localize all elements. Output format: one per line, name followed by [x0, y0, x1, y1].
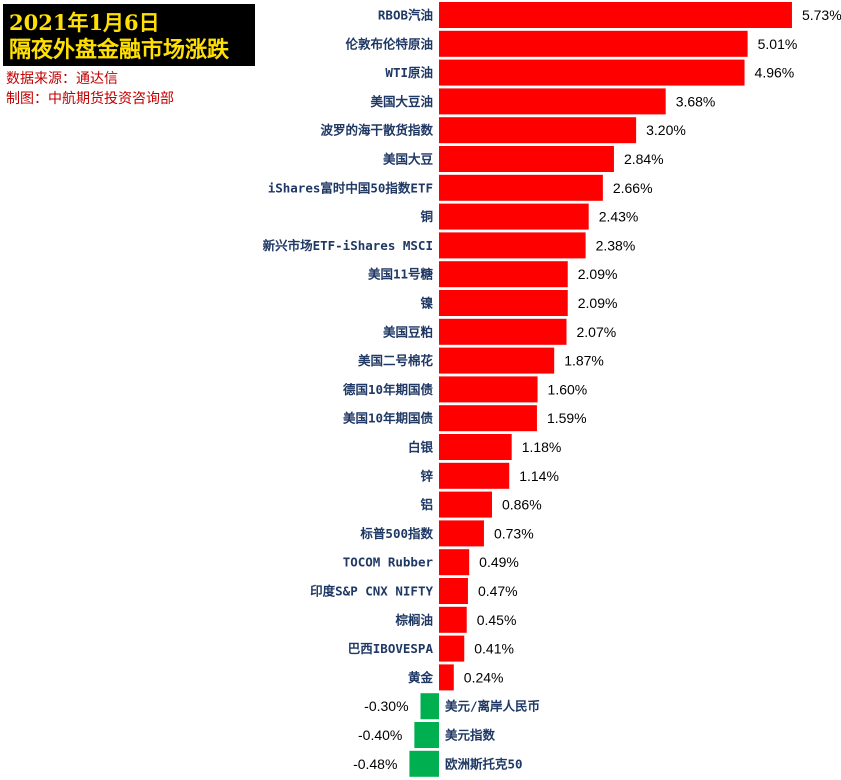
- category-label: 棕榈油: [394, 612, 433, 627]
- category-label: 巴西IBOVESPA: [348, 641, 434, 656]
- chart-credit: 制图：中航期货投资咨询部: [6, 91, 174, 107]
- category-label: 美国大豆: [383, 152, 434, 167]
- category-label: 镍: [420, 296, 433, 311]
- category-label: 美国大豆油: [370, 94, 433, 109]
- category-label: 白银: [408, 440, 434, 455]
- category-label: 锌: [420, 468, 433, 483]
- value-label: 0.45%: [477, 612, 517, 628]
- value-label: 2.84%: [624, 151, 664, 167]
- category-label: 欧洲斯托克50: [445, 756, 523, 771]
- value-label: 0.49%: [479, 554, 519, 570]
- value-label: 1.87%: [564, 353, 604, 369]
- bar: [439, 549, 470, 576]
- category-label: 美国10年期国债: [343, 411, 434, 426]
- bar: [439, 203, 589, 230]
- bar: [420, 693, 439, 720]
- category-label: TOCOM Rubber: [343, 555, 434, 570]
- bar: [439, 146, 614, 172]
- category-label: 伦敦布伦特原油: [345, 36, 433, 51]
- category-label: 德国10年期国债: [343, 382, 434, 397]
- bar: [439, 347, 555, 374]
- category-label: 新兴市场ETF-iShares MSCI: [263, 238, 433, 253]
- value-label: 2.66%: [613, 180, 653, 196]
- bar: [439, 318, 567, 345]
- data-source: 数据来源：通达信: [6, 71, 118, 87]
- category-label: WTI原油: [385, 65, 433, 80]
- value-label: 1.14%: [519, 468, 559, 484]
- value-label: -0.48%: [353, 756, 397, 772]
- value-label: 3.68%: [676, 93, 716, 109]
- chart-title-box: 2021年1月6日 隔夜外盘金融市场涨跌: [3, 4, 255, 66]
- category-label: iShares富时中国50指数ETF: [268, 180, 433, 195]
- category-label: 标普500指数: [359, 526, 433, 541]
- chart-title: 隔夜外盘金融市场涨跌: [9, 37, 230, 63]
- value-label: -0.40%: [358, 727, 402, 743]
- bar: [439, 664, 454, 691]
- category-label: 黄金: [408, 670, 434, 685]
- category-label: 美国二号棉花: [358, 353, 434, 368]
- bar: [439, 606, 467, 633]
- bar: [409, 750, 439, 777]
- value-label: 0.47%: [478, 583, 518, 599]
- bar: [439, 462, 510, 489]
- category-label: 美国豆粕: [383, 324, 433, 339]
- bar: [414, 722, 439, 748]
- category-label: 美元指数: [445, 728, 496, 743]
- bar: [439, 232, 586, 259]
- value-label: 5.01%: [758, 36, 798, 52]
- value-label: -0.30%: [364, 698, 408, 714]
- value-label: 2.09%: [578, 266, 618, 282]
- value-label: 2.38%: [596, 237, 636, 253]
- category-label: RBOB汽油: [378, 8, 433, 23]
- bar: [439, 578, 468, 604]
- value-label: 0.73%: [494, 525, 534, 541]
- category-label: 美国11号糖: [368, 267, 434, 282]
- bar: [439, 491, 492, 518]
- bar: [439, 30, 748, 57]
- value-label: 1.59%: [547, 410, 587, 426]
- value-label: 2.07%: [577, 324, 617, 340]
- bar: [439, 59, 745, 86]
- value-label: 3.20%: [646, 122, 686, 138]
- bar: [439, 434, 512, 460]
- value-label: 0.41%: [474, 641, 514, 657]
- chart-date: 2021年1月6日: [9, 10, 160, 35]
- value-label: 1.18%: [522, 439, 562, 455]
- value-label: 1.60%: [548, 381, 588, 397]
- bar: [439, 405, 537, 432]
- bar: [439, 376, 538, 403]
- bar: [439, 88, 666, 115]
- bar: [439, 290, 568, 316]
- category-label: 波罗的海干散货指数: [320, 123, 433, 138]
- bar: [439, 174, 603, 201]
- value-label: 2.43%: [599, 209, 639, 225]
- value-label: 2.09%: [578, 295, 618, 311]
- category-label: 印度S&P CNX NIFTY: [310, 584, 433, 599]
- bar: [439, 117, 637, 144]
- category-label: 铜: [420, 209, 433, 224]
- category-label: 美元/离岸人民币: [445, 699, 540, 714]
- value-label: 5.73%: [802, 7, 841, 23]
- value-label: 4.96%: [755, 65, 795, 81]
- bar: [439, 261, 568, 288]
- bar: [439, 635, 465, 662]
- value-label: 0.24%: [464, 669, 504, 685]
- bar: [439, 2, 792, 28]
- bar: [439, 520, 484, 547]
- category-label: 铝: [420, 497, 433, 512]
- value-label: 0.86%: [502, 497, 542, 513]
